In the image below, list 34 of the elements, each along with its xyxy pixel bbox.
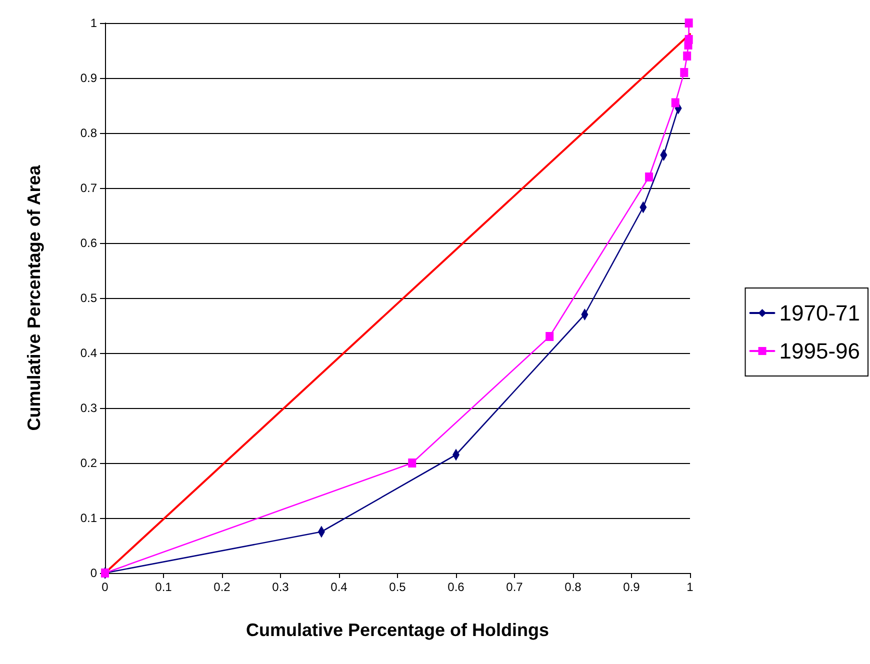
x-tick-label: 0 [102, 580, 109, 594]
y-tick-label: 0.1 [80, 511, 98, 525]
x-tick-label: 0.8 [564, 580, 582, 594]
y-tick-label: 0.9 [80, 71, 98, 85]
point [546, 332, 554, 341]
point [645, 172, 654, 182]
x-tick-label: 0.5 [389, 580, 406, 594]
y-tick-label: 0.4 [80, 346, 98, 360]
y-tick-label: 0.7 [80, 181, 98, 195]
x-tick-label: 0.4 [330, 580, 348, 594]
y-tick-label: 0.2 [80, 456, 98, 470]
point [684, 35, 693, 44]
y-tick-label: 0.6 [80, 236, 98, 250]
point [680, 68, 688, 77]
y-tick-label: 0.5 [80, 291, 98, 305]
x-tick-label: 1 [686, 580, 694, 594]
y-tick-label: 1 [90, 16, 98, 30]
point [671, 98, 680, 108]
point [684, 18, 693, 28]
x-tick-label: 0.7 [506, 580, 524, 594]
y-tick-label: 0.8 [80, 126, 98, 140]
point [408, 458, 416, 468]
point [683, 52, 692, 60]
legend-label: 1995-96 [779, 338, 860, 364]
y-tick-label: 0.3 [80, 401, 98, 415]
x-tick-label: 0.2 [214, 580, 231, 594]
x-tick-label: 0.6 [448, 580, 465, 594]
x-tick-label: 0.3 [272, 580, 290, 594]
legend-label: 1970-71 [779, 300, 860, 326]
y-axis-title: Cumulative Percentage of Area [24, 164, 44, 431]
x-axis-title: Cumulative Percentage of Holdings [246, 620, 550, 640]
x-tick-label: 0.1 [155, 580, 172, 594]
y-tick-label: 0 [90, 566, 98, 580]
x-tick-label: 0.9 [623, 580, 640, 594]
